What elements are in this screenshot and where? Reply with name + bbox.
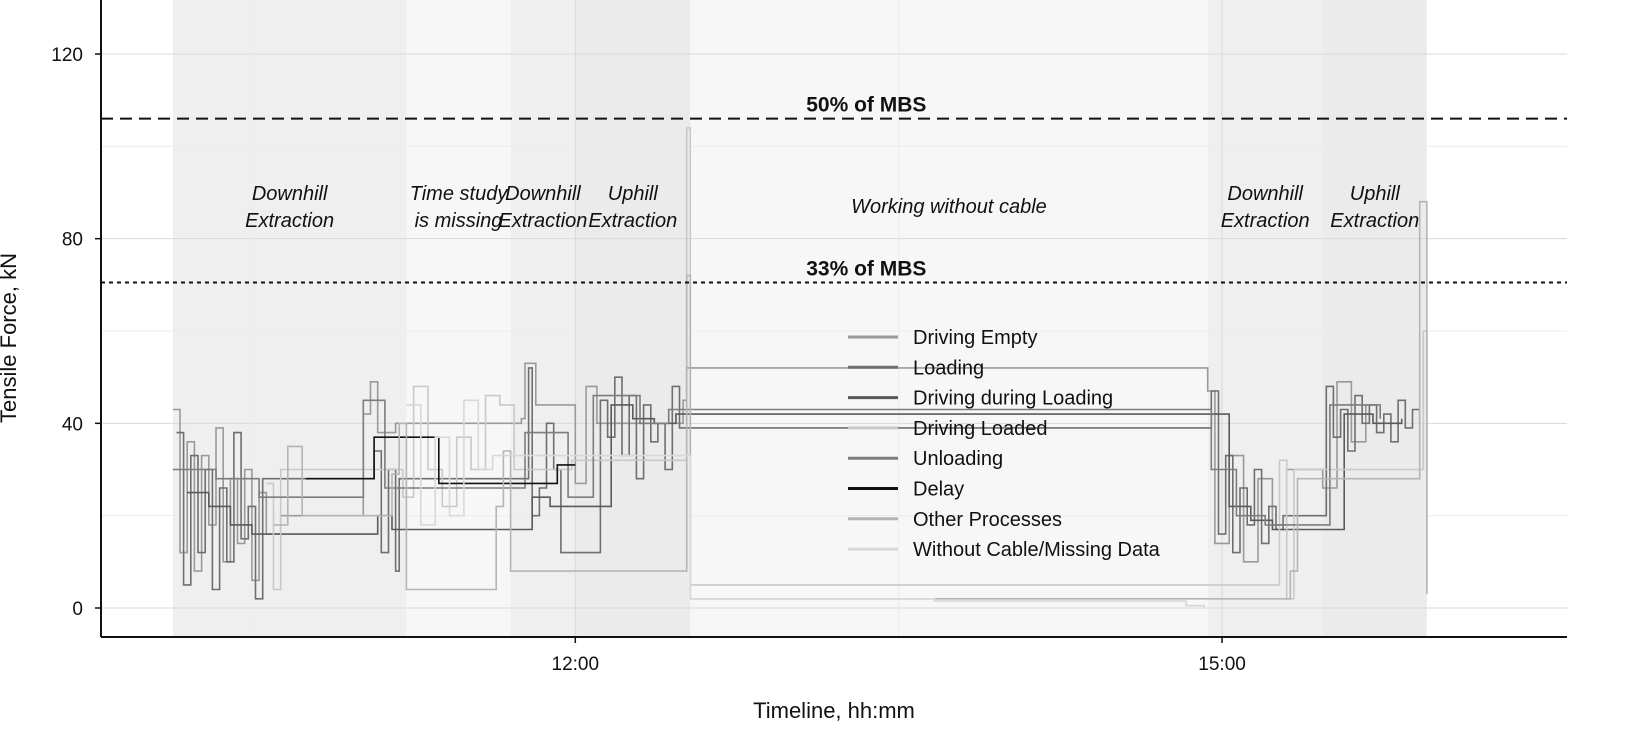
legend-label-4: Unloading bbox=[913, 448, 1003, 470]
legend-label-6: Other Processes bbox=[913, 509, 1062, 531]
series-lines bbox=[172, 127, 1428, 608]
y-tick-label-80: 80 bbox=[62, 230, 83, 251]
phase-band-0 bbox=[172, 0, 407, 637]
reference-lines: 50% of MBS 33% of MBS bbox=[101, 94, 1567, 284]
phase-label-3-1: Extraction bbox=[588, 210, 677, 232]
legend-label-7: Without Cable/Missing Data bbox=[913, 539, 1161, 561]
phase-label-6-0: Uphill bbox=[1350, 183, 1401, 205]
phase-label-6-1: Extraction bbox=[1330, 210, 1419, 232]
phase-label-5-1: Extraction bbox=[1221, 210, 1310, 232]
phase-band-3 bbox=[575, 0, 691, 637]
y-tick-label-0: 0 bbox=[72, 599, 83, 620]
x-tick-label-12:00: 12:00 bbox=[552, 654, 600, 675]
series-line-0 bbox=[172, 362, 1367, 582]
phase-label-1-1: is missing bbox=[415, 210, 503, 232]
axes bbox=[100, 0, 1567, 638]
legend: Driving Empty Loading Driving during Loadi… bbox=[848, 327, 1161, 561]
phase-band-5 bbox=[1207, 0, 1323, 637]
y-tick-label-40: 40 bbox=[62, 414, 83, 435]
phase-label-1-0: Time study bbox=[410, 183, 509, 205]
phase-band-2 bbox=[510, 0, 576, 637]
series-line-2 bbox=[187, 404, 1403, 535]
phase-band-6 bbox=[1322, 0, 1427, 637]
phase-shading bbox=[172, 0, 1427, 637]
legend-label-5: Delay bbox=[913, 479, 964, 501]
x-axis-title: Timeline, hh:mm bbox=[753, 698, 915, 723]
x-tick-label-15:00: 15:00 bbox=[1198, 654, 1246, 675]
legend-label-3: Driving Loaded bbox=[913, 418, 1048, 440]
phase-label-0-0: Downhill bbox=[252, 183, 328, 205]
phase-label-2-0: Downhill bbox=[505, 183, 581, 205]
y-axis-title: Tensile Force, kN bbox=[0, 253, 21, 423]
y-tick-label-120: 120 bbox=[51, 45, 83, 66]
series-line-1 bbox=[176, 367, 1421, 600]
phase-label-0-1: Extraction bbox=[245, 210, 334, 232]
legend-label-2: Driving during Loading bbox=[913, 388, 1113, 410]
legend-label-1: Loading bbox=[913, 357, 984, 379]
reference-label-1: 33% of MBS bbox=[806, 258, 926, 281]
reference-label-0: 50% of MBS bbox=[806, 94, 926, 117]
phase-label-2-1: Extraction bbox=[498, 210, 587, 232]
phase-label-3-0: Uphill bbox=[608, 183, 659, 205]
grid-lines bbox=[101, 0, 1567, 637]
phase-band-1 bbox=[406, 0, 511, 637]
phase-label-5-0: Downhill bbox=[1227, 183, 1303, 205]
phase-band-4 bbox=[690, 0, 1208, 637]
phase-label-4-0: Working without cable bbox=[851, 196, 1047, 218]
tick-labels: 0 40 80 120 12:00 15:00 bbox=[51, 45, 1246, 675]
series-line-7 bbox=[406, 399, 1205, 608]
series-line-4 bbox=[172, 394, 1381, 526]
legend-label-0: Driving Empty bbox=[913, 327, 1037, 349]
series-line-6 bbox=[273, 200, 1428, 600]
